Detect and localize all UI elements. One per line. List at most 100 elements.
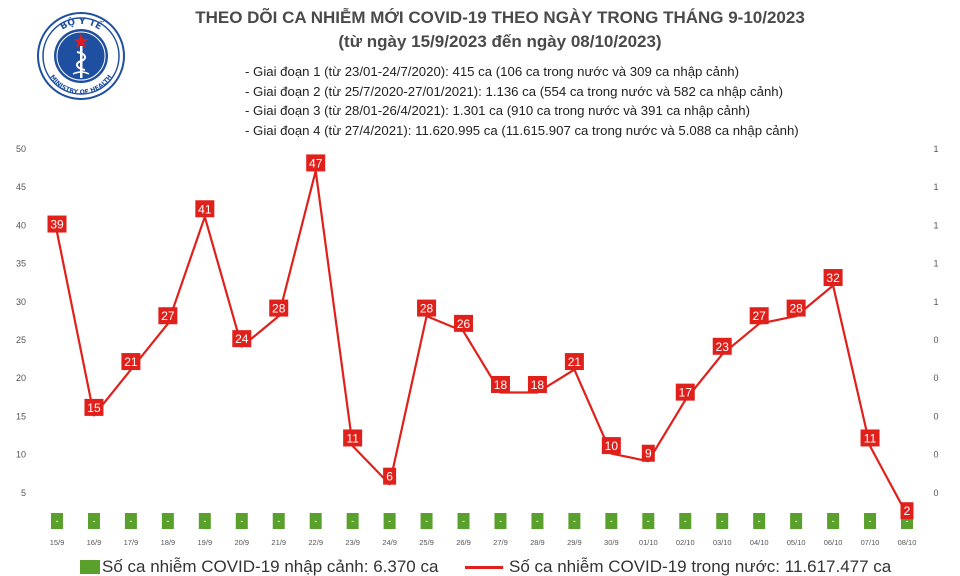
import-case-bar (124, 513, 137, 529)
import-case-bar (568, 513, 581, 529)
import-case-bar (235, 513, 248, 529)
bar-data-label: - (462, 516, 465, 526)
bar-data-label: - (758, 516, 761, 526)
line-point-marker (84, 398, 104, 416)
bar-data-label: - (573, 516, 576, 526)
legend-line-entry: Số ca nhiễm COVID-19 trong nước: 11.617.… (465, 557, 891, 576)
line-data-label: 23 (716, 340, 730, 354)
svg-text:BỘ Y TẾ: BỘ Y TẾ (59, 16, 105, 32)
line-data-label: 27 (752, 309, 766, 323)
bar-data-label: - (536, 516, 539, 526)
import-case-bar (531, 513, 544, 529)
line-point-marker (195, 200, 215, 218)
line-point-marker (121, 353, 141, 371)
phase-item: - Giai đoạn 3 (từ 28/01-26/4/2021): 1.30… (245, 103, 751, 118)
logo-top-text: BỘ Y TẾ (59, 16, 105, 32)
bar-data-label: - (684, 516, 687, 526)
y-tick-left: 15 (16, 411, 26, 421)
line-point-marker (641, 444, 655, 462)
x-tick-label: 03/10 (713, 538, 732, 547)
line-point-marker (749, 307, 769, 325)
line-data-label: 47 (309, 156, 323, 170)
chart-title: THEO DÕI CA NHIỄM MỚI COVID-19 THEO NGÀY… (150, 6, 850, 54)
legend-bar-entry: Số ca nhiễm COVID-19 nhập cảnh: 6.370 ca (80, 557, 438, 576)
bar-data-label: - (240, 516, 243, 526)
x-tick-label: 19/9 (198, 538, 213, 547)
y-tick-right: 0 (933, 335, 938, 345)
line-point-marker (417, 299, 437, 317)
y-tick-left: 30 (16, 297, 26, 307)
line-data-label: 26 (457, 317, 471, 331)
bar-data-label: - (388, 516, 391, 526)
line-data-label: 17 (679, 386, 693, 400)
bar-data-label: - (203, 516, 206, 526)
import-case-bar (642, 513, 655, 529)
line-data-label: 24 (235, 332, 249, 346)
line-data-label: 15 (87, 401, 101, 415)
x-tick-label: 26/9 (456, 538, 471, 547)
x-tick-label: 21/9 (271, 538, 286, 547)
y-tick-right: 1 (933, 182, 938, 192)
x-tick-label: 23/9 (345, 538, 360, 547)
import-case-bar (605, 513, 618, 529)
line-point-marker (158, 307, 178, 325)
line-point-marker (383, 467, 397, 485)
line-data-label: 18 (494, 378, 508, 392)
import-case-bar (457, 513, 470, 529)
line-data-label: 28 (272, 302, 286, 316)
x-tick-label: 28/9 (530, 538, 545, 547)
line-data-label: 9 (645, 447, 652, 461)
line-point-marker (306, 154, 326, 172)
title-line-2: (từ ngày 15/9/2023 đến ngày 08/10/2023) (338, 32, 662, 51)
line-data-label: 27 (161, 309, 175, 323)
x-tick-label: 06/10 (824, 538, 843, 547)
y-tick-left: 50 (16, 144, 26, 154)
bar-data-label: - (869, 516, 872, 526)
x-tick-label: 01/10 (639, 538, 658, 547)
y-tick-right: 1 (933, 259, 938, 269)
line-point-marker (269, 299, 289, 317)
import-case-bar (790, 513, 803, 529)
phase-item: - Giai đoạn 1 (từ 23/01-24/7/2020): 415 … (245, 64, 740, 79)
phase-item: - Giai đoạn 2 (từ 25/7/2020-27/01/2021):… (245, 83, 784, 99)
bar-data-label: - (129, 516, 132, 526)
line-data-label: 10 (605, 439, 619, 453)
import-case-bar (51, 513, 63, 529)
y-tick-left: 20 (16, 373, 26, 383)
line-point-marker (823, 269, 843, 287)
line-data-label: 21 (568, 355, 582, 369)
bar-data-label: - (832, 516, 835, 526)
legend-bar-label: Số ca nhiễm COVID-19 nhập cảnh: 6.370 ca (102, 557, 439, 576)
x-tick-label: 27/9 (493, 538, 508, 547)
domestic-case-line (55, 169, 908, 516)
line-point-marker (343, 429, 363, 447)
import-case-bar (346, 513, 359, 529)
line-data-label: 11 (864, 431, 877, 445)
x-tick-label: 22/9 (308, 538, 323, 547)
legend-line-swatch (465, 565, 503, 569)
y-tick-left: 35 (16, 259, 26, 269)
import-case-bar (420, 513, 433, 529)
x-tick-label: 02/10 (676, 538, 695, 547)
chart-legend: Số ca nhiễm COVID-19 nhập cảnh: 6.370 ca… (80, 555, 940, 576)
import-case-bar (272, 513, 285, 529)
x-tick-label: 16/9 (87, 538, 102, 547)
x-tick-label: 08/10 (898, 538, 917, 547)
import-case-bar (198, 513, 211, 529)
y-tick-right: 0 (933, 488, 938, 498)
line-point-marker (564, 353, 584, 371)
bar-data-label: - (92, 516, 95, 526)
bar-data-label: - (795, 516, 798, 526)
y-tick-left: 5 (21, 488, 26, 498)
bar-data-label: - (314, 516, 317, 526)
bar-data-label: - (647, 516, 650, 526)
line-point-marker (527, 375, 547, 393)
line-point-marker (232, 330, 252, 348)
line-point-marker (675, 383, 695, 401)
y-tick-right: 1 (933, 297, 938, 307)
x-tick-label: 05/10 (787, 538, 806, 547)
line-point-marker (860, 429, 880, 447)
x-tick-label: 15/9 (50, 538, 65, 547)
import-case-bar (679, 513, 692, 529)
legend-line-label: Số ca nhiễm COVID-19 trong nước: 11.617.… (509, 557, 892, 576)
